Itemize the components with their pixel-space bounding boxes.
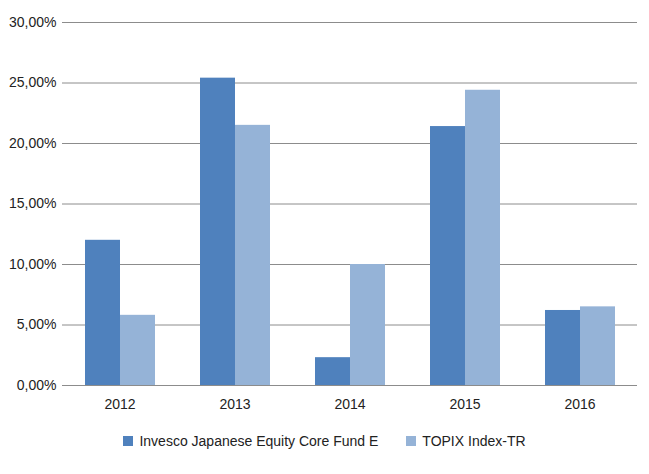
svg-text:2012: 2012 [104, 396, 135, 412]
svg-text:15,00%: 15,00% [9, 195, 56, 211]
svg-text:30,00%: 30,00% [9, 14, 56, 30]
svg-text:25,00%: 25,00% [9, 74, 56, 90]
svg-text:10,00%: 10,00% [9, 256, 56, 272]
svg-text:2015: 2015 [449, 396, 480, 412]
svg-text:5,00%: 5,00% [17, 316, 57, 332]
svg-text:2016: 2016 [564, 396, 595, 412]
svg-text:0,00%: 0,00% [17, 377, 57, 393]
svg-text:2013: 2013 [219, 396, 250, 412]
html-text:Invesco Japanese Equity Core F: Invesco Japanese Equity Core Fund E [139, 433, 379, 449]
html-text:TOPIX Index-TR: TOPIX Index-TR [422, 433, 526, 449]
svg-text:2014: 2014 [334, 396, 365, 412]
svg-text:20,00%: 20,00% [9, 135, 56, 151]
